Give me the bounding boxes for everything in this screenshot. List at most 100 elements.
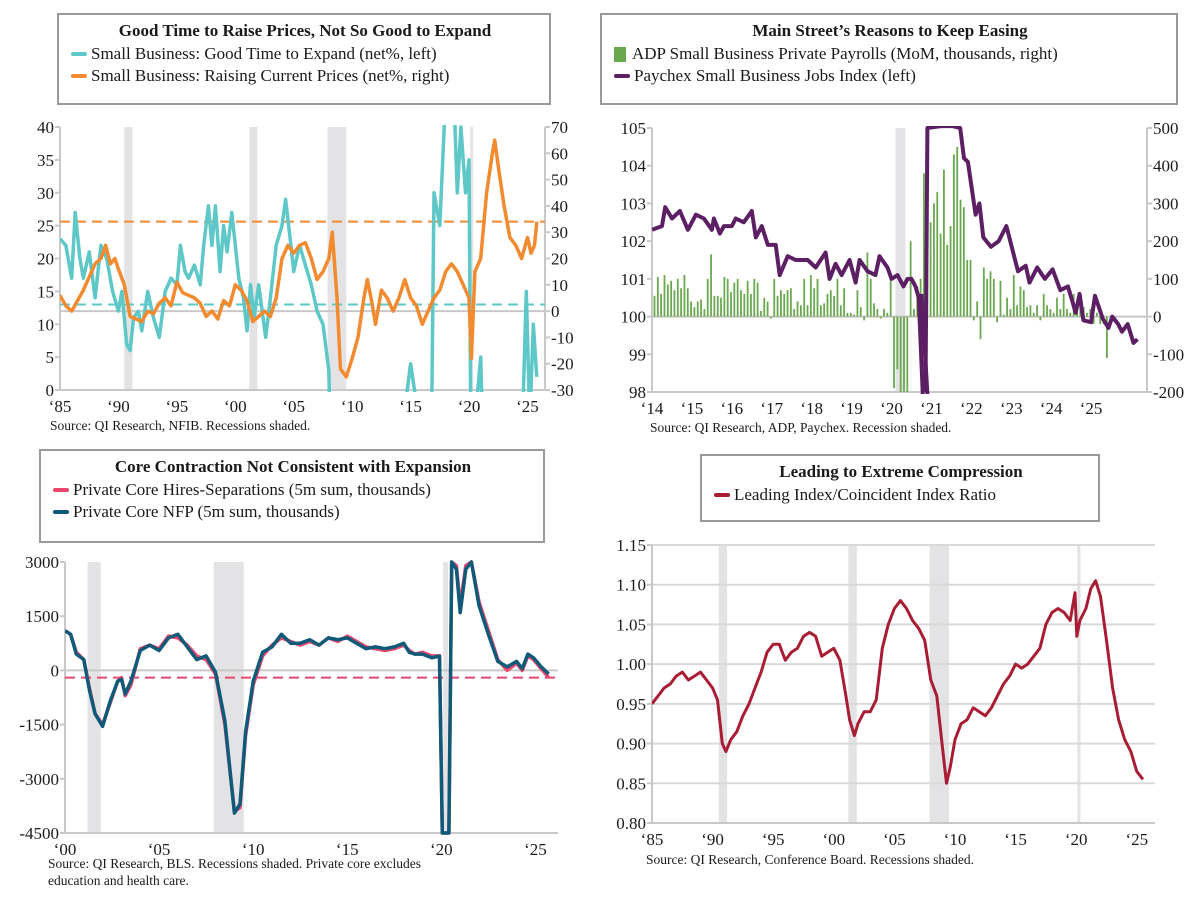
payroll-bar — [1039, 316, 1042, 321]
payroll-bar — [859, 307, 862, 317]
payroll-bar — [946, 244, 949, 317]
x-tick-label: ‘05 — [883, 830, 906, 849]
x-tick-label: ‘10 — [944, 830, 967, 849]
recession-shade — [895, 128, 906, 392]
payroll-bar — [936, 192, 939, 317]
y-tick-label-right: 50 — [551, 171, 568, 190]
legend-swatch — [71, 52, 87, 56]
y-tick-label: 25 — [37, 217, 54, 236]
recession-shade — [443, 562, 448, 833]
y-tick-label-right: 200 — [1153, 232, 1179, 251]
chart-core: -4500 -3000 -1500 0 1500 3000 ‘00 ‘05 ‘10 ‘15 ‘20 ‘… — [19, 553, 558, 859]
recession-shade — [470, 127, 474, 390]
recession-shade — [249, 127, 258, 390]
payroll-bar — [959, 199, 962, 317]
payroll-bar — [1046, 305, 1048, 317]
series-line — [65, 560, 550, 835]
payroll-bar — [943, 169, 945, 317]
legend-item: Small Business: Raising Current Prices (… — [71, 65, 539, 87]
series-line — [60, 125, 539, 392]
payroll-bar — [1029, 305, 1032, 317]
payroll-bar — [1036, 305, 1038, 317]
chart-panel-nfib: Good Time to Raise Prices, Not So Good t… — [0, 0, 600, 440]
recession-shade — [87, 562, 101, 833]
payroll-bar — [996, 316, 999, 323]
payroll-bar — [660, 293, 663, 317]
legend-swatch — [53, 488, 69, 492]
payroll-bar — [846, 312, 849, 317]
source-line: Source: QI Research, BLS. Recessions sha… — [48, 856, 422, 871]
x-tick-label: ‘05 — [148, 840, 171, 859]
payroll-bar — [1026, 307, 1028, 317]
paychex-line — [652, 205, 925, 394]
legend-swatch — [71, 74, 87, 78]
payroll-bar — [786, 290, 789, 317]
y-tick-label-right: 300 — [1153, 194, 1179, 213]
y-tick-label: 0.90 — [616, 735, 646, 754]
x-tick-label: ‘21 — [920, 399, 943, 418]
payroll-bar — [716, 295, 719, 317]
x-tick-label: ‘20 — [880, 399, 903, 418]
payroll-bar — [1062, 293, 1065, 317]
payroll-bar — [799, 305, 802, 317]
x-tick-label: ‘18 — [800, 399, 823, 418]
y-tick-label: 102 — [621, 232, 647, 251]
y-tick-label: 0.95 — [616, 695, 646, 714]
payroll-bar — [690, 301, 692, 317]
legend-item: Paychex Small Business Jobs Index (left) — [614, 65, 1166, 87]
y-tick-label: 15 — [37, 282, 54, 301]
payroll-bar — [1096, 312, 1098, 317]
y-tick-label-right: 500 — [1153, 119, 1179, 138]
payroll-bar — [809, 275, 812, 317]
y-tick-label: 40 — [37, 118, 54, 137]
x-tick-label: ‘22 — [960, 399, 983, 418]
payroll-bar — [1086, 312, 1088, 317]
legend-nfib: Good Time to Raise Prices, Not So Good t… — [57, 13, 551, 105]
payroll-bar — [686, 288, 689, 317]
payroll-bar — [952, 154, 955, 317]
payroll-bar — [670, 280, 673, 317]
recession-shade — [848, 545, 857, 823]
y-tick-label: 105 — [621, 119, 647, 138]
x-tick-label: ‘25 — [1125, 830, 1148, 849]
y-tick-label: 20 — [37, 250, 54, 269]
legend-item: Private Core NFP (5m sum, thousands) — [53, 501, 533, 523]
x-tick-label: ‘25 — [1080, 399, 1103, 418]
payroll-bar — [866, 252, 869, 317]
payroll-bar — [1002, 314, 1005, 317]
y-tick-label: 10 — [37, 315, 54, 334]
x-tick-label: ‘85 — [641, 830, 664, 849]
payroll-bar — [899, 316, 902, 392]
payroll-bar — [703, 309, 706, 317]
payroll-bar — [789, 288, 792, 317]
payroll-bar — [896, 316, 899, 370]
payroll-bar — [886, 312, 889, 317]
payroll-bar — [1056, 297, 1058, 317]
payroll-bar — [876, 309, 879, 317]
payroll-bar — [893, 316, 895, 389]
payroll-bar — [656, 276, 659, 317]
payroll-bar — [833, 295, 836, 317]
payroll-bar — [906, 316, 909, 392]
payroll-bar — [760, 310, 762, 317]
x-tick-label: ‘00 — [822, 830, 845, 849]
payroll-bar — [673, 290, 676, 317]
x-tick-label: ‘20 — [1065, 830, 1088, 849]
chart-title: Leading to Extreme Compression — [779, 462, 1023, 481]
source-note: Source: QI Research, Conference Board. R… — [646, 852, 975, 867]
payroll-bar — [979, 316, 982, 340]
recession-shade — [1077, 545, 1081, 823]
y-tick-label: 99 — [629, 345, 646, 364]
recession-shade — [124, 127, 133, 390]
payroll-bar — [913, 309, 915, 317]
payroll-bar — [823, 303, 826, 317]
y-tick-label-right: 10 — [551, 276, 568, 295]
source-line: education and health care. — [48, 873, 189, 888]
payroll-bar — [666, 284, 669, 317]
payroll-bar — [869, 278, 872, 317]
legend-item: Private Core Hires-Separations (5m sum, … — [53, 479, 533, 501]
payroll-bar — [853, 314, 855, 317]
payroll-bar — [976, 301, 979, 317]
chart-adp: 98 99 100 101 102 103 104 105 -200 -100 0 100 200 300… — [621, 119, 1185, 418]
legend-adp: Main Street’s Reasons to Keep Easing ADP… — [600, 13, 1178, 105]
